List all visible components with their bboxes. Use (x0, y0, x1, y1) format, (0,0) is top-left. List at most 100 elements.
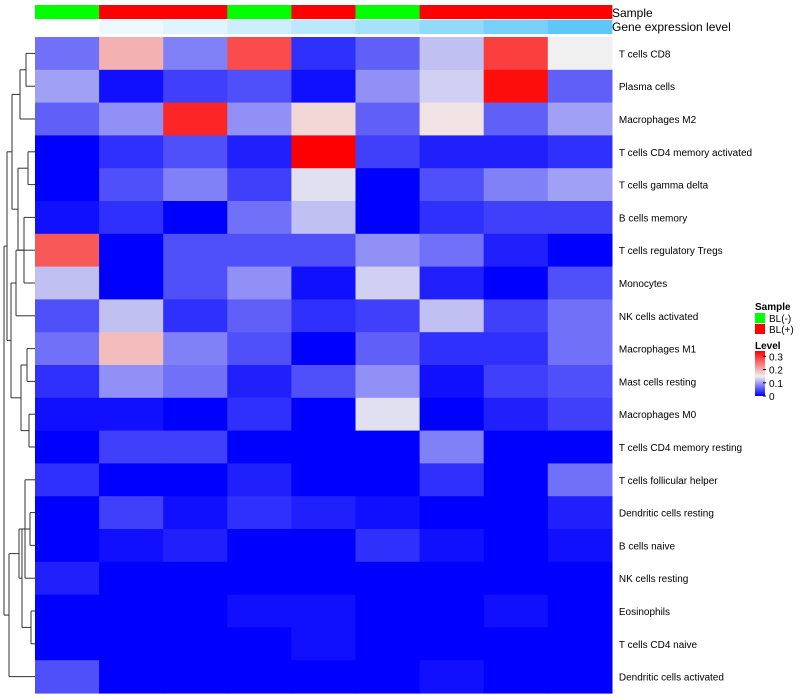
heatmap-cell (483, 660, 549, 694)
row-dendrogram (3, 52, 35, 678)
heatmap-cell (227, 69, 292, 104)
gene-expression-annotation-cell (355, 20, 421, 34)
heatmap-cell (355, 627, 421, 661)
heatmap-cell (547, 233, 613, 268)
row-label: NK cells resting (619, 574, 688, 585)
heatmap-cell (163, 233, 228, 268)
heatmap-cell (291, 529, 357, 563)
row-label: B cells memory (619, 213, 687, 224)
heatmap-cell (419, 168, 485, 202)
heatmap-cell (547, 561, 613, 596)
heatmap-cell (483, 397, 549, 432)
heatmap-cell (163, 561, 228, 596)
heatmap-cell (419, 561, 485, 596)
heatmap-cell (227, 102, 292, 136)
sample-annotation-cell (227, 5, 292, 19)
heatmap-cell (163, 627, 228, 661)
gene-expression-annotation-cell (291, 20, 356, 34)
heatmap-cell (99, 201, 164, 235)
heatmap-cell (35, 201, 100, 235)
heatmap-cell (35, 233, 100, 268)
heatmap-cell (419, 332, 485, 366)
sample-annotation-cell (99, 5, 164, 19)
row-label: NK cells activated (619, 312, 698, 323)
heatmap-cell (355, 102, 421, 136)
heatmap-cell (355, 397, 421, 432)
heatmap-cell (483, 37, 549, 71)
heatmap-cell (483, 561, 549, 596)
heatmap-cell (35, 430, 100, 464)
row-labels: T cells CD8 Plasma cells Macrophages M2 T c… (619, 49, 752, 683)
heatmap-cell (547, 529, 613, 563)
heatmap-cell (35, 660, 100, 694)
heatmap-cell (227, 627, 292, 661)
legend-sample-swatch (755, 324, 765, 334)
heatmap-cell (99, 69, 164, 104)
heatmap-cell (419, 135, 485, 169)
heatmap-cell (163, 37, 228, 71)
heatmap-cell (291, 266, 357, 300)
heatmap-cell (483, 69, 549, 104)
heatmap-cell (291, 430, 357, 464)
heatmap-cell (355, 135, 421, 169)
heatmap-cell (547, 365, 613, 399)
heatmap-cell (163, 266, 228, 300)
heatmap-cell (35, 299, 100, 333)
heatmap-cell (99, 365, 164, 399)
heatmap-cell (35, 365, 100, 399)
heatmap-cell (35, 266, 100, 300)
heatmap-cell (547, 168, 613, 202)
legend-level-label: 0.2 (769, 366, 783, 377)
legend-sample-swatch (755, 313, 765, 323)
heatmap-cell (99, 496, 164, 530)
heatmap-cell (419, 201, 485, 235)
heatmap-cell (483, 299, 549, 333)
heatmap-cell (547, 430, 613, 464)
legend-level-label: 0 (769, 392, 775, 403)
heatmap-cell (483, 430, 549, 464)
heatmap-cell (419, 299, 485, 333)
heatmap-cell (291, 135, 357, 169)
heatmap-cell (355, 332, 421, 366)
heatmap-cell (419, 233, 485, 268)
row-label: T cells regulatory Tregs (619, 246, 723, 257)
heatmap-cell (163, 168, 228, 202)
row-label: Dendritic cells activated (619, 673, 724, 684)
gene-expression-annotation-cell (227, 20, 292, 34)
heatmap-cell (35, 397, 100, 432)
legend-level-colorbar (755, 351, 765, 396)
sample-annotation-cell (547, 5, 613, 19)
heatmap-cell (163, 201, 228, 235)
heatmap-cell (227, 266, 292, 300)
heatmap-cell (99, 37, 164, 71)
sample-annotation-cell (355, 5, 421, 19)
row-label: Macrophages M2 (619, 115, 697, 126)
heatmap-cell (35, 496, 100, 530)
heatmap-cell (547, 332, 613, 366)
heatmap-cell (291, 299, 357, 333)
heatmap-cell (35, 561, 100, 596)
heatmap-cell (99, 529, 164, 563)
heatmap-cell (99, 397, 164, 432)
heatmap-cell (291, 102, 357, 136)
legend-sample-label: BL(-) (769, 314, 791, 325)
heatmap-cell (291, 660, 357, 694)
heatmap-cell (419, 37, 485, 71)
row-label: Macrophages M1 (619, 345, 697, 356)
heatmap-cell (547, 627, 613, 661)
heatmap-cell (483, 365, 549, 399)
heatmap-cell (355, 430, 421, 464)
heatmap-cell (355, 463, 421, 497)
heatmap-cell (419, 102, 485, 136)
sample-annotation-cell (419, 5, 485, 19)
heatmap-cell (163, 496, 228, 530)
heatmap-cell (355, 529, 421, 563)
legend-sample-label: BL(+) (769, 325, 794, 336)
heatmap-cell (291, 332, 357, 366)
heatmap-cell (419, 430, 485, 464)
row-label: T cells CD8 (619, 49, 671, 60)
heatmap-cell (355, 594, 421, 628)
legend-level-title: Level (755, 341, 781, 352)
row-label: Eosinophils (619, 607, 670, 618)
